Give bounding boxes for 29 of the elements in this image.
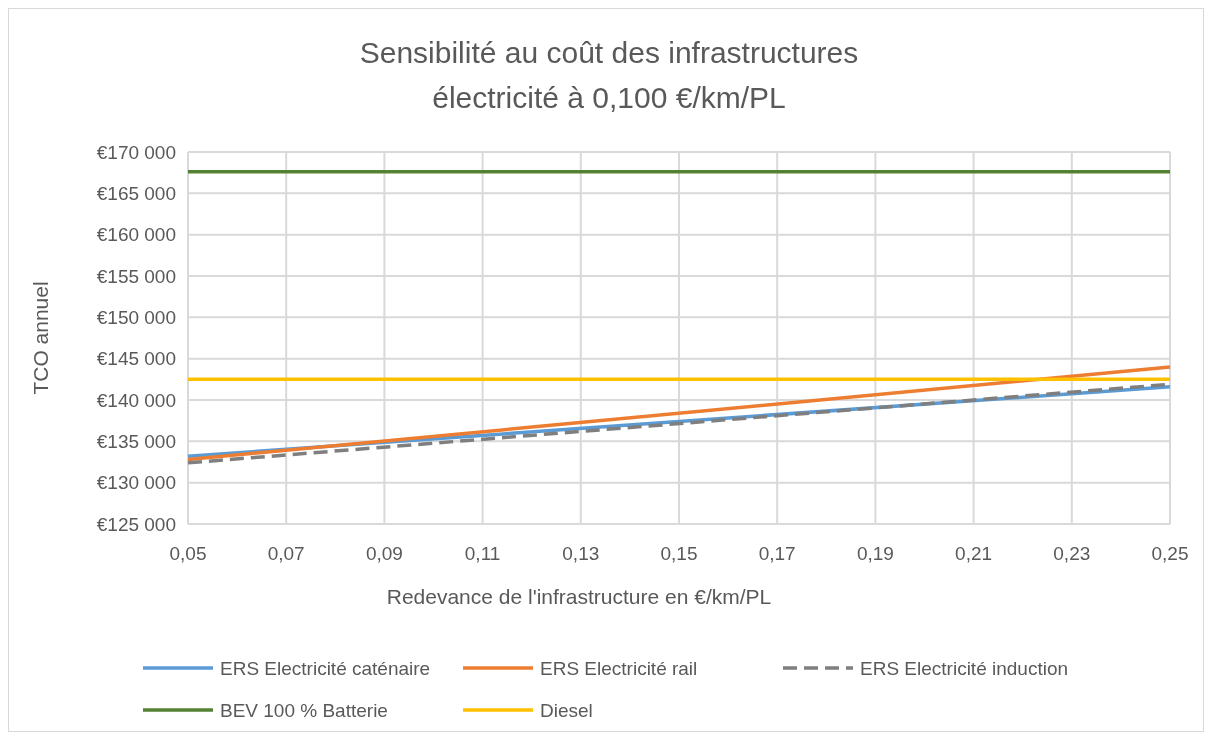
y-tick-label: €130 000: [96, 472, 176, 494]
x-tick-label: 0,05: [169, 543, 207, 564]
x-tick-label: 0,25: [1151, 543, 1189, 564]
x-tick-label: 0,17: [758, 543, 796, 564]
y-tick-label: €165 000: [96, 182, 176, 204]
x-tick-label: 0,07: [267, 543, 305, 564]
y-axis-title: TCO annuel: [29, 281, 52, 395]
legend-label: ERS Electricité induction: [860, 657, 1069, 679]
legend-label: ERS Electricité rail: [540, 657, 698, 679]
x-tick-label: 0,13: [562, 543, 600, 564]
y-tick-label: €140 000: [96, 389, 176, 411]
legend-label: Diesel: [540, 699, 593, 721]
legend-label: BEV 100 % Batterie: [220, 699, 388, 721]
y-tick-label: €135 000: [96, 430, 176, 452]
legend-label: ERS Electricité caténaire: [220, 657, 431, 679]
y-tick-label: €145 000: [96, 348, 176, 370]
x-tick-label: 0,21: [955, 543, 993, 564]
y-tick-label: €170 000: [96, 141, 176, 163]
x-tick-label: 0,19: [856, 543, 894, 564]
y-tick-label: €150 000: [96, 306, 176, 328]
y-tick-label: €160 000: [96, 224, 176, 246]
y-tick-label: €125 000: [96, 513, 176, 535]
y-tick-label: €155 000: [96, 265, 176, 287]
x-tick-label: 0,11: [464, 543, 501, 564]
chart-title: Sensibilité au coût des infrastructures électricité à 0,100 €/km/PL: [359, 36, 859, 114]
x-tick-label: 0,09: [365, 543, 403, 564]
x-tick-label: 0,23: [1053, 543, 1091, 564]
x-axis-title: Redevance de l'infrastructure en €/km/PL: [386, 585, 772, 608]
x-tick-label: 0,15: [660, 543, 698, 564]
